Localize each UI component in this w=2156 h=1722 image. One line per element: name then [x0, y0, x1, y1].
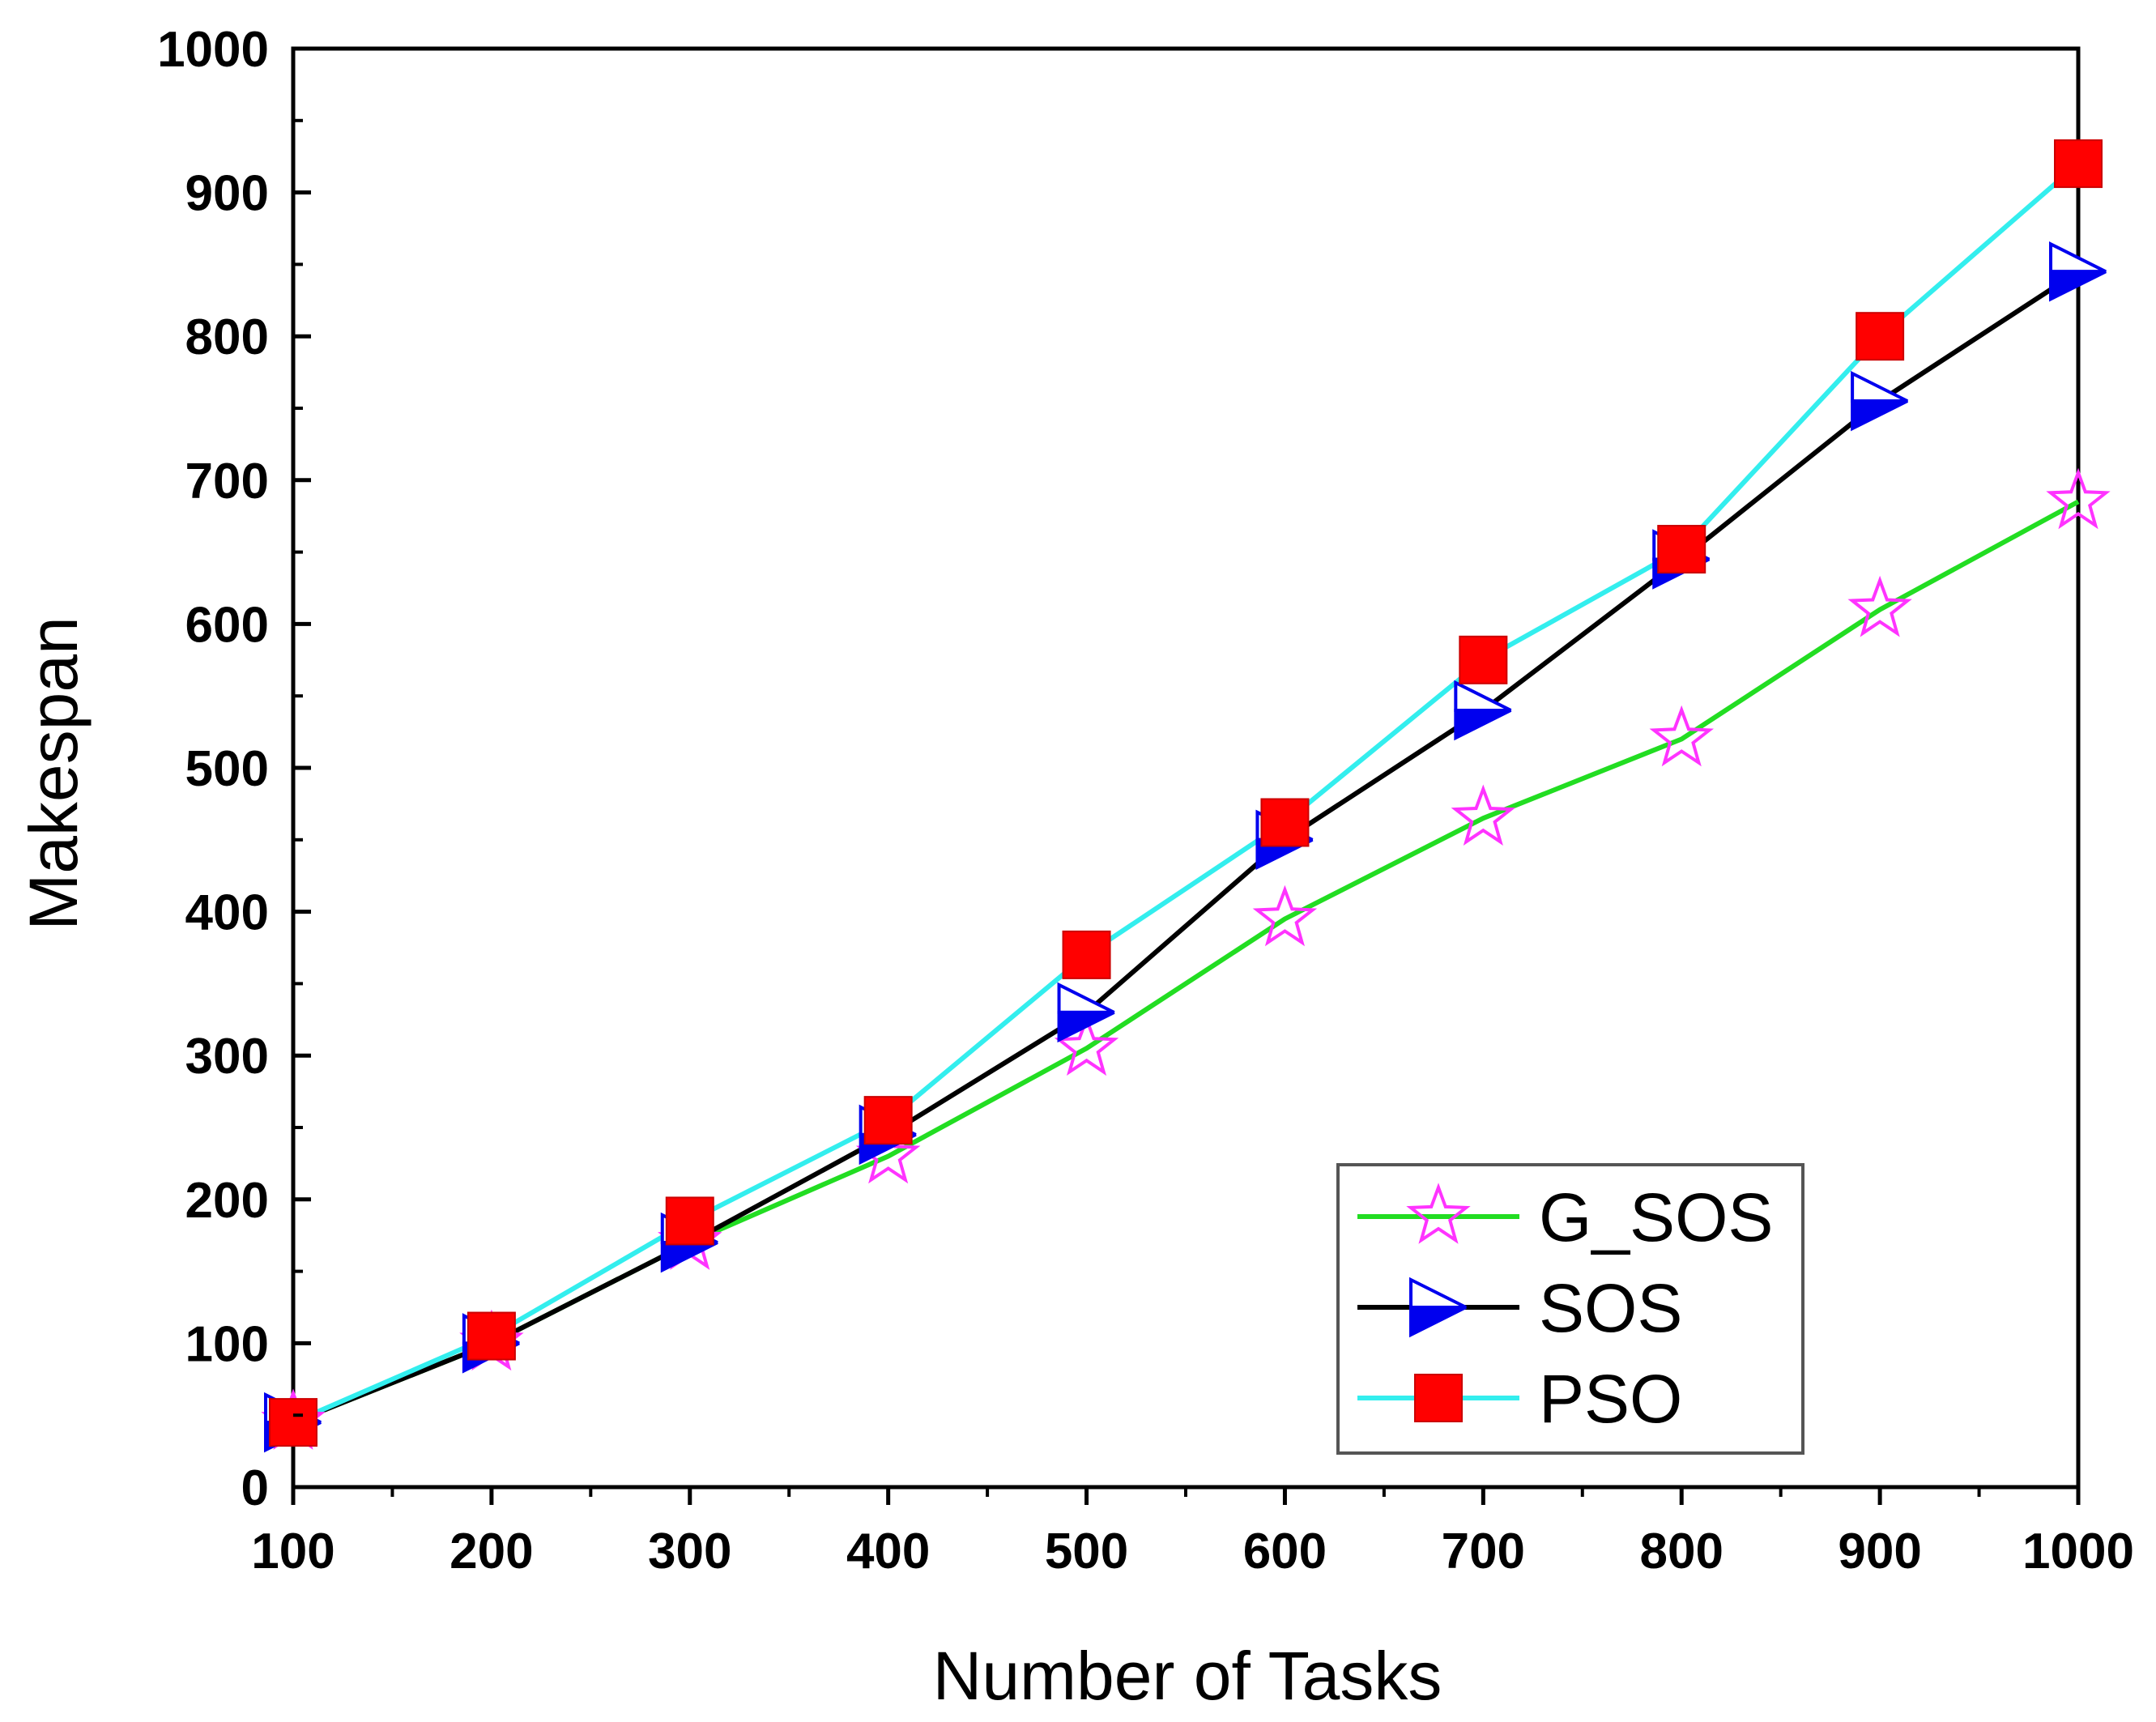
marker-sos-1000 [2049, 241, 2107, 302]
marker-pso-900 [1856, 312, 1905, 361]
x-tick-label: 1000 [2022, 1524, 2134, 1579]
series-line-pso [292, 161, 2080, 1425]
legend-marker-pso [1414, 1374, 1463, 1422]
y-tick-label: 100 [185, 1316, 269, 1372]
y-tick-label: 400 [185, 885, 269, 941]
x-tick-label: 700 [1442, 1524, 1525, 1579]
marker-g-sos-500 [1054, 1014, 1119, 1076]
x-tick-label: 400 [846, 1524, 930, 1579]
marker-g-sos-1000 [2046, 467, 2111, 530]
plot-frame [291, 46, 2081, 1490]
axes-layer: 0 100 200 300 400 500 600 700 800 900 1000 100 200 30… [157, 22, 2134, 1579]
marker-sos-700 [1454, 680, 1512, 741]
legend-label-sos: SOS [1539, 1270, 1682, 1346]
marker-sos-500-lower [1057, 1010, 1115, 1043]
x-tick-label: 800 [1639, 1524, 1723, 1579]
legend: G_SOS SOS PSO [1336, 1163, 1804, 1455]
y-tick-label: 1000 [157, 22, 269, 78]
x-tick-label: 100 [251, 1524, 334, 1579]
x-tick-label: 900 [1838, 1524, 1921, 1579]
marker-sos-500 [1057, 982, 1115, 1043]
y-tick-label: 800 [185, 309, 269, 365]
marker-sos-900-lower [1851, 399, 1909, 432]
x-tick-label: 500 [1045, 1524, 1128, 1579]
markers-layer [261, 139, 2111, 1453]
marker-pso-100 [269, 1398, 317, 1447]
y-tick-label: 600 [185, 597, 269, 653]
marker-g-sos-700 [1451, 784, 1516, 846]
marker-pso-400 [863, 1096, 913, 1145]
marker-g-sos-800 [1649, 705, 1714, 767]
marker-pso-300 [665, 1196, 714, 1246]
series-layer [292, 161, 2080, 1425]
marker-sos-700-lower [1454, 708, 1512, 741]
marker-sos-1000-lower [2049, 270, 2107, 302]
marker-pso-600 [1260, 798, 1310, 847]
plot-border [291, 46, 2081, 1490]
legend-marker-sos [1409, 1277, 1467, 1338]
marker-g-sos-600 [1252, 884, 1318, 947]
marker-pso-700 [1459, 635, 1508, 684]
y-tick-label: 700 [185, 454, 269, 509]
legend-marker-sos-lower [1409, 1306, 1467, 1338]
x-tick-label: 200 [450, 1524, 533, 1579]
marker-sos-300-lower [660, 1241, 718, 1273]
marker-pso-500 [1062, 930, 1111, 979]
series-line-g-sos [292, 499, 2080, 1425]
y-tick-label: 200 [185, 1173, 269, 1229]
y-tick-label: 900 [185, 166, 269, 222]
marker-pso-200 [467, 1311, 516, 1361]
x-tick-label: 300 [648, 1524, 731, 1579]
marker-pso-1000 [2054, 139, 2103, 189]
x-tick-label: 600 [1243, 1524, 1327, 1579]
y-tick-label: 500 [185, 741, 269, 797]
legend-label-g-sos: G_SOS [1539, 1179, 1773, 1255]
y-tick-label: 0 [241, 1460, 269, 1516]
marker-g-sos-900 [1847, 575, 1912, 637]
legend-marker-g-sos [1406, 1183, 1471, 1244]
x-axis-title: Number of Tasks [933, 1638, 1442, 1714]
series-line-sos [292, 269, 2080, 1425]
y-tick-label: 300 [185, 1029, 269, 1085]
y-axis-title: Makespan [15, 616, 92, 931]
legend-label-pso: PSO [1539, 1361, 1682, 1437]
marker-sos-900 [1851, 370, 1909, 432]
marker-pso-800 [1657, 525, 1706, 574]
